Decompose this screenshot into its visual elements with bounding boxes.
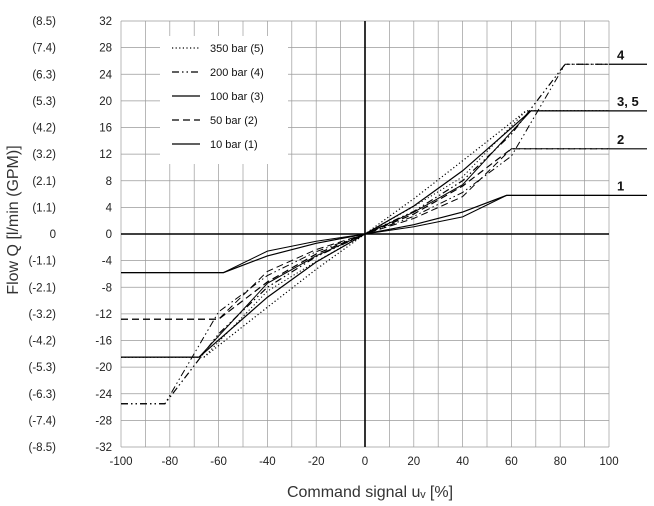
- y-tick-label: 8: [106, 176, 112, 188]
- legend-label: 350 bar (5): [210, 43, 264, 55]
- x-tick-label: -80: [161, 456, 178, 468]
- y-tick-label: -28: [95, 415, 112, 427]
- y-tick-label-gpm: (1.1): [32, 202, 56, 214]
- y-tick-label-gpm: (-6.3): [29, 389, 57, 401]
- x-tick-label: -60: [210, 456, 227, 468]
- x-tick-label: 20: [407, 456, 420, 468]
- y-tick-label-gpm: (-5.3): [29, 362, 57, 374]
- y-tick-label: -12: [95, 309, 112, 321]
- y-tick-label: -20: [95, 362, 112, 374]
- x-tick-label: 40: [456, 456, 469, 468]
- y-tick-label-gpm: (-1.1): [29, 256, 57, 268]
- legend: 350 bar (5) 200 bar (4) 100 bar (3) 50 bar …: [160, 36, 288, 164]
- tick-labels: -100 -80 -60 -40 -20 0 20 40 60 80 10032(8.5)28(7.…: [29, 16, 619, 468]
- x-tick-label: -40: [259, 456, 276, 468]
- y-tick-label: 24: [99, 69, 112, 81]
- x-tick-label: -100: [109, 456, 132, 468]
- y-axis-title: Flow Q [l/min (GPM)]: [5, 145, 22, 294]
- y-tick-label-gpm: (2.1): [32, 176, 56, 188]
- y-tick-label: -32: [95, 442, 112, 454]
- end-label: 4: [617, 47, 625, 62]
- y-tick-label-gpm: (6.3): [32, 69, 56, 81]
- legend-label: 100 bar (3): [210, 91, 264, 103]
- y-tick-label: -16: [95, 336, 112, 348]
- y-tick-label: -4: [102, 256, 113, 268]
- y-tick-label-gpm: (-2.1): [29, 282, 57, 294]
- y-tick-label-gpm: (5.3): [32, 96, 56, 108]
- y-tick-label: -24: [95, 389, 112, 401]
- y-tick-label-gpm: (-8.5): [29, 442, 57, 454]
- y-tick-label-gpm: (4.2): [32, 123, 56, 135]
- y-tick-label: 4: [106, 202, 113, 214]
- series-group: [120, 63, 609, 405]
- x-tick-label: 80: [554, 456, 567, 468]
- y-tick-label: 0: [106, 229, 112, 241]
- end-label: 2: [617, 132, 624, 147]
- legend-label: 10 bar (1): [210, 139, 258, 151]
- x-tick-label: 60: [505, 456, 518, 468]
- y-tick-label-gpm: (7.4): [32, 43, 56, 55]
- curve-end-labels: 4 3, 5 2 1: [609, 47, 647, 196]
- y-tick-label: 20: [99, 96, 112, 108]
- x-tick-label: -20: [308, 456, 325, 468]
- y-tick-label: 16: [99, 123, 112, 135]
- y-tick-label: 32: [99, 16, 112, 28]
- series-line-curve-5-return: [120, 110, 609, 358]
- y-tick-label: -8: [102, 282, 112, 294]
- x-axis-title: Command signal uᵥ [%]: [287, 484, 453, 501]
- end-label: 3, 5: [617, 94, 639, 109]
- x-tick-label: 100: [599, 456, 618, 468]
- y-tick-label-gpm: (3.2): [32, 149, 56, 161]
- legend-label: 200 bar (4): [210, 67, 264, 79]
- y-tick-label-gpm: (-4.2): [29, 336, 57, 348]
- end-label: 1: [617, 178, 624, 193]
- y-tick-label-gpm: 0: [50, 229, 56, 241]
- legend-box: [160, 36, 288, 164]
- y-tick-label: 12: [99, 149, 112, 161]
- legend-label: 50 bar (2): [210, 115, 258, 127]
- y-tick-label-gpm: (-3.2): [29, 309, 57, 321]
- y-tick-label-gpm: (8.5): [32, 16, 56, 28]
- x-tick-label: 0: [362, 456, 368, 468]
- y-tick-label: 28: [99, 43, 112, 55]
- y-tick-label-gpm: (-7.4): [29, 415, 57, 427]
- series-line-curve-1-return: [121, 194, 609, 274]
